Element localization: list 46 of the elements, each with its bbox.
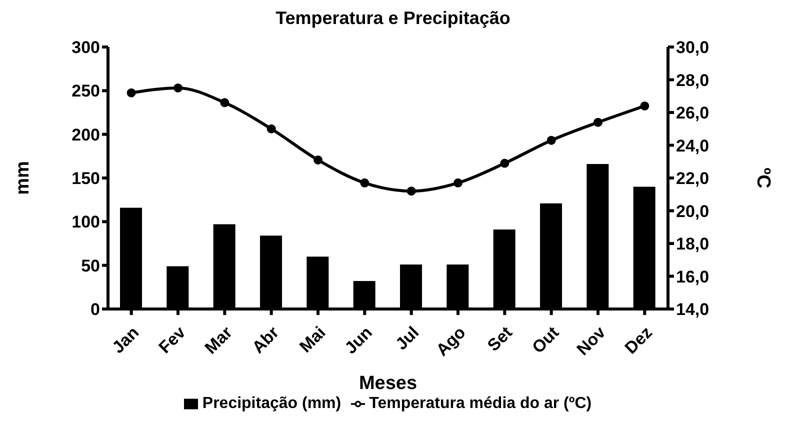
point [220,98,230,108]
y-tick-label: 0 [90,300,100,320]
y2-tick-label: 28,0 [676,70,710,90]
chart-title: Temperatura e Precipitação [274,8,512,29]
y2-tick-label: 14,0 [676,300,710,320]
point [640,101,650,110]
y2-tick-label: 22,0 [676,169,710,188]
x-tick-label: Nov [573,322,610,360]
y-tick-label: 50 [81,256,100,276]
point [454,178,462,188]
y2-tick-label: 16,0 [676,267,710,286]
x-tick-label: Dez [621,322,656,358]
x-tick-label: Fev [155,322,190,358]
point [546,136,556,145]
point [594,118,602,127]
x-tick-label: Mai [296,322,330,356]
y-tick-label: 300 [72,38,100,58]
legend-label: Precipitação (mm) [202,395,342,412]
legend-label: Temperatura média do ar (ºC) [369,395,592,412]
y-tick-label: 100 [72,212,100,232]
x-tick-label: Ago [432,322,470,360]
y2-tick-label: 20,0 [676,202,710,221]
point [500,158,510,168]
x-axis-title: Meses [358,373,418,394]
y-tick-label: 250 [72,82,100,101]
x-tick-label: Jan [108,322,143,358]
y2-tick-label: 26,0 [676,104,710,123]
point [126,88,136,98]
point [314,155,322,164]
x-tick-label: Abr [248,322,283,358]
x-tick-label: Set [484,322,516,356]
y-tick-label: 200 [72,125,100,144]
y-tick-label: 150 [72,169,100,188]
y-axis-title: mm [12,161,34,195]
point [174,83,182,92]
x-tick-label: Mar [201,322,236,358]
point [266,124,276,134]
x-tick-label: Jul [392,322,423,354]
x-tick-label: Jun [341,322,376,358]
point [406,186,416,196]
point [360,178,370,188]
y2-tick-label: 24,0 [676,136,710,156]
y2-axis-title: ºC [752,168,774,189]
y2-tick-label: 18,0 [676,234,710,254]
x-tick-label: Out [528,322,563,358]
y2-tick-label: 30,0 [676,38,710,58]
